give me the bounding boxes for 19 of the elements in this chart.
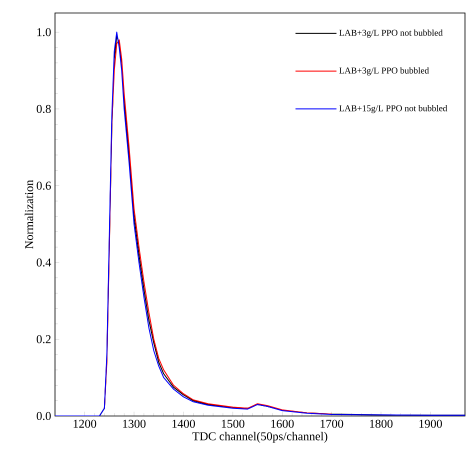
y-tick-label: 0.4 [36,258,52,267]
x-tick-label: 1700 [320,420,344,428]
y-axis-title: Normalization [24,180,34,249]
x-tick-label: 1300 [123,420,146,428]
x-tick-label: 1600 [271,420,294,428]
x-tick-label: 1900 [419,420,442,428]
y-tick-label: 0.0 [36,412,51,420]
x-tick-label: 1400 [172,420,195,428]
x-axis-title: TDC channel(50ps/channel) [192,432,328,443]
y-tick-label: 0.6 [36,182,51,190]
x-tick-label: 1200 [74,420,96,428]
y-tick-label: 0.2 [36,335,51,344]
y-tick-label: 0.8 [36,104,51,114]
x-tick-label: 1800 [370,420,393,428]
y-tick-label: 1.0 [37,28,51,36]
legend-label: LAB+15g/L PPO not bubbled [339,104,448,114]
x-tick-label: 1500 [222,420,244,428]
legend-label: LAB+3g/L PPO not bubbled [339,29,443,38]
legend-label: LAB+3g/L PPO bubbled [339,67,429,76]
